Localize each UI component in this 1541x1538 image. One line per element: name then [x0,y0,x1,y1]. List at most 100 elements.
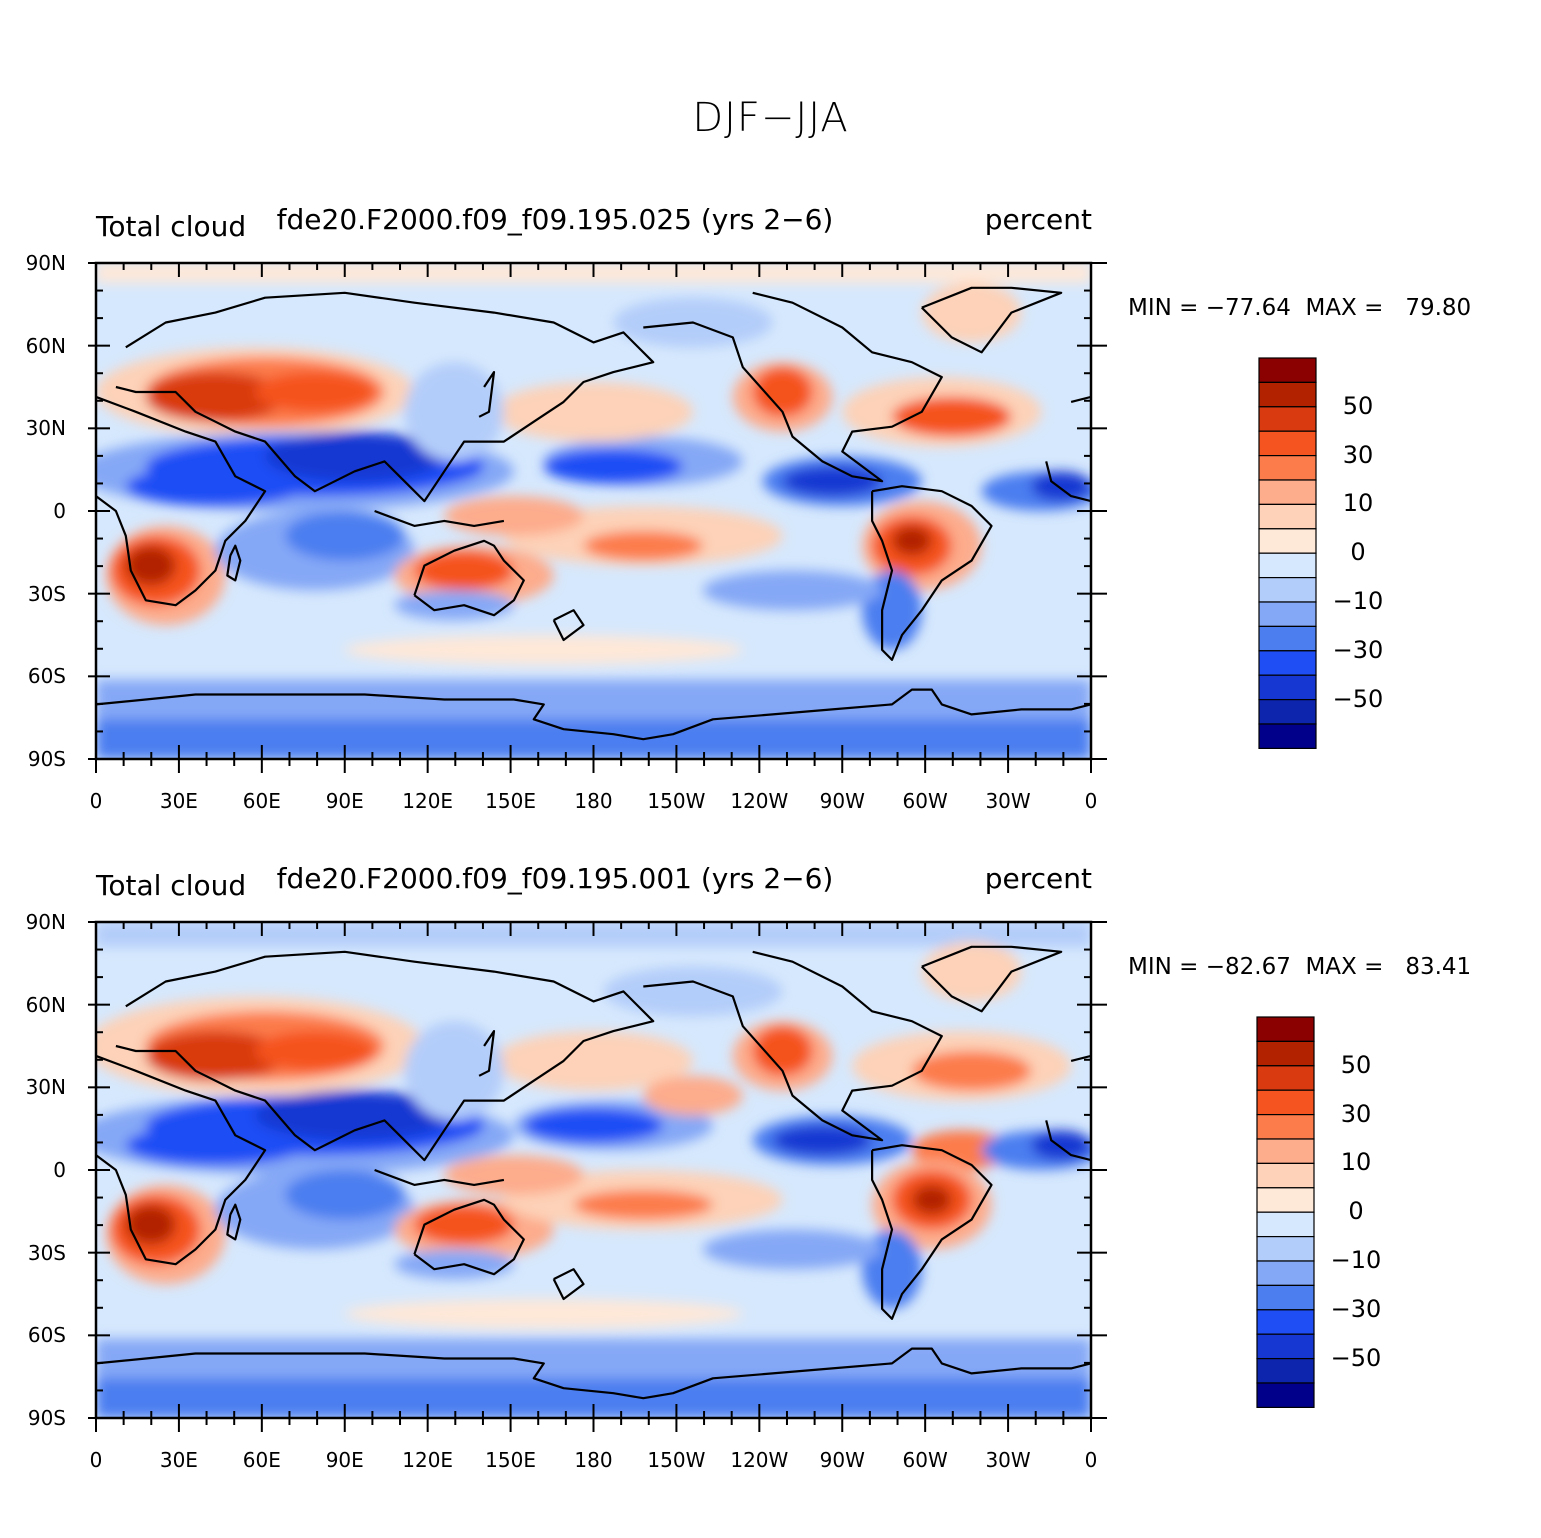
x-tick-label: 0 [89,1448,103,1472]
units-label: percent [984,203,1092,236]
coastline [374,1168,505,1187]
colorbar-label: 30 [1340,1099,1372,1128]
x-tick-label: 30W [985,789,1031,813]
colorbar-swatch [1256,1260,1315,1286]
contour-region [125,545,176,586]
y-tick-label: 60N [25,333,66,358]
contour-region [145,372,286,422]
contour-region [285,511,405,561]
contour-region [255,372,375,412]
colorbar-label: −10 [1332,587,1384,615]
min-max-readout: MIN = −82.67 MAX = 83.41 [1128,954,1472,980]
coastline [870,1144,993,1320]
y-tick-label: 60N [25,992,66,1017]
contour-region [145,1031,286,1081]
variable-label: Total cloud [96,869,247,902]
colorbar-swatch [1258,625,1317,652]
colorbar-swatch [1256,1089,1315,1116]
y-tick-label: 30S [27,1240,66,1265]
coastline [921,286,1063,354]
coastline [413,1198,525,1276]
contour-region [782,466,883,497]
coastline [374,509,505,528]
contour-region [702,570,883,611]
colorbar-label: 50 [1340,1050,1372,1079]
colorbar-swatch [1258,455,1317,481]
contour-region [523,1108,664,1143]
colorbar-swatch [1256,1016,1315,1042]
coastline [115,291,655,503]
x-tick-label: 150E [485,789,536,813]
contour-region [702,1229,883,1270]
coastline [643,291,943,483]
units-label: percent [984,862,1092,895]
variable-label: Total cloud [96,210,247,243]
contour-region [573,1189,713,1220]
contour-region [265,431,445,482]
case-label: fde20.F2000.f09_f09.195.025 (yrs 2−6) [276,203,834,236]
contour-region [752,367,813,417]
y-tick-label: 60S [27,664,66,689]
coastline [226,544,242,582]
colorbar-swatch [1258,528,1317,554]
contour-region [255,1031,375,1071]
x-tick-label: 120E [402,789,454,813]
x-tick-label: 90E [325,789,364,813]
colorbar-swatch [1256,1211,1315,1238]
contour-region [892,525,932,556]
figure-title: DJF−JJA [692,95,849,141]
min-max-readout: MIN = −77.64 MAX = 79.80 [1128,295,1472,321]
colorbar-label: 30 [1342,440,1374,469]
contour-region [125,1204,176,1245]
y-tick-label: 90S [27,1406,66,1430]
colorbar-label: 10 [1342,489,1374,518]
coastline [643,950,943,1142]
y-tick-label: 0 [53,499,66,523]
contour-region [255,1090,455,1141]
colorbar-label: −30 [1332,635,1384,664]
x-tick-label: 60E [242,1448,281,1472]
y-tick-label: 90N [25,251,66,275]
contour-region [344,635,743,665]
coastline [552,609,585,642]
contour-region [125,466,305,507]
y-tick-label: 30S [27,581,66,606]
contour-region [414,550,514,591]
x-tick-label: 0 [1084,1448,1098,1472]
y-tick-label: 0 [53,1158,66,1182]
colorbar-swatch [1256,1040,1315,1067]
colorbar-label: −50 [1332,684,1384,713]
colorbar-swatch [1256,1187,1315,1213]
coastline [413,539,525,617]
colorbar-swatch [1256,1309,1315,1335]
x-tick-label: 150E [485,1448,536,1472]
colorbar-label: −10 [1330,1246,1382,1274]
contour-region [543,449,684,484]
coastline [96,1054,267,1266]
contour-region [643,1075,743,1116]
colorbar-swatch [1256,1235,1315,1262]
contour-region [404,362,504,462]
contour-region [752,1026,813,1076]
colorbar-label: 0 [1350,538,1366,567]
colorbar-swatch [1258,723,1317,749]
x-tick-label: 90W [819,789,865,813]
x-tick-label: 120W [730,789,789,813]
colorbar-label: 10 [1340,1148,1372,1177]
y-tick-label: 30N [25,416,66,441]
colorbar-label: −30 [1330,1294,1382,1323]
y-tick-label: 30N [25,1075,66,1100]
x-tick-label: 180 [574,789,613,813]
colorbar-swatch [1258,650,1317,676]
map-panel-top: Total cloud fde20.F2000.f09_f09.195.025 … [0,0,1541,813]
contour-region [892,396,1012,437]
x-tick-label: 150W [647,789,706,813]
colorbar-swatch [1258,357,1317,383]
x-tick-label: 90W [819,1448,865,1472]
coastline [96,688,1091,741]
coastline [1045,1120,1091,1162]
coastline [870,485,993,661]
coastline [1045,461,1091,503]
